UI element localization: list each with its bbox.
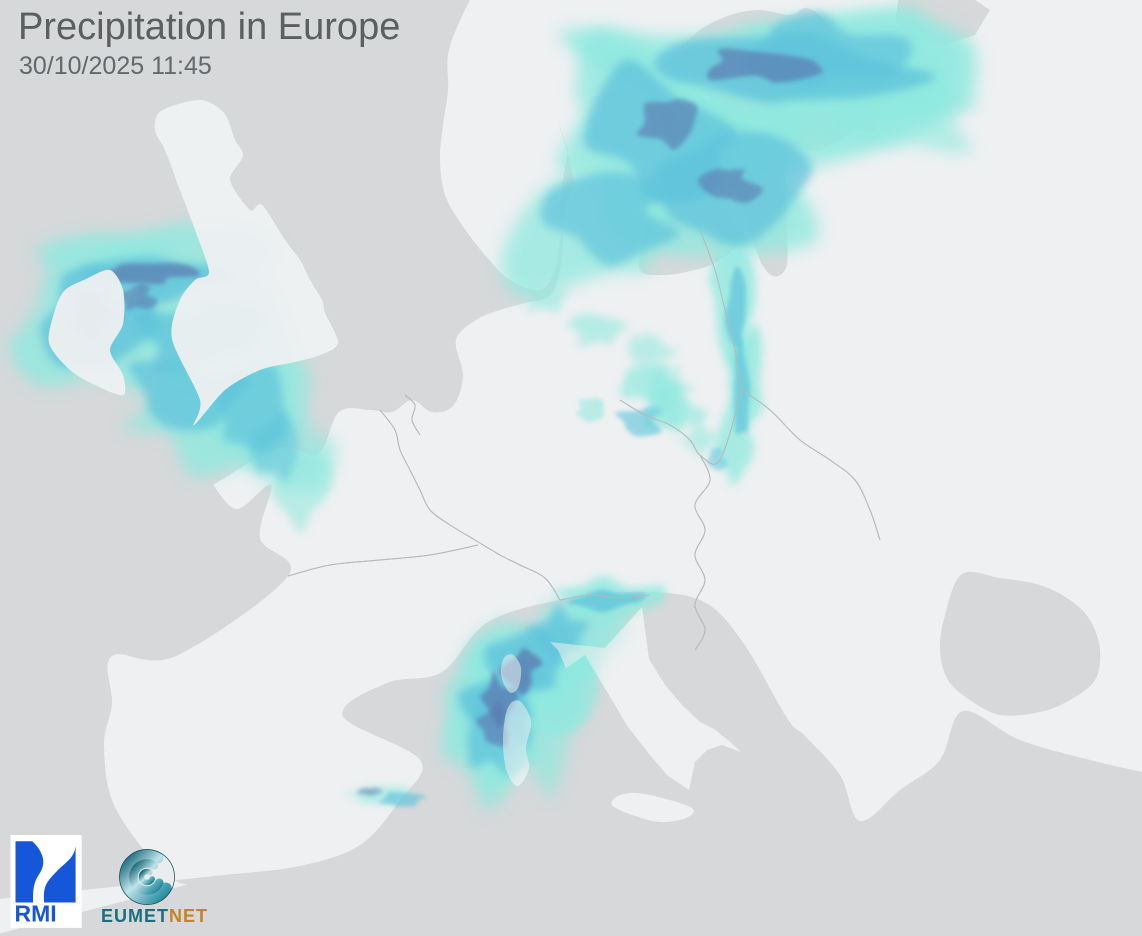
svg-text:RMI: RMI	[15, 901, 57, 927]
svg-text:EUMETNET: EUMETNET	[101, 906, 208, 926]
